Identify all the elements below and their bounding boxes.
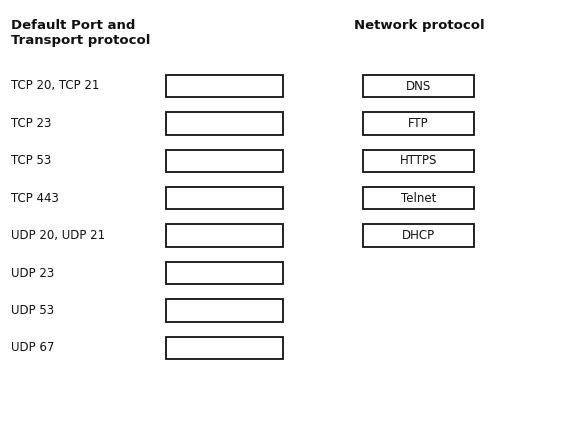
Bar	[363, 187, 474, 209]
Bar	[166, 262, 283, 284]
Bar	[166, 112, 283, 135]
Text: UDP 20, UDP 21: UDP 20, UDP 21	[11, 229, 106, 242]
Text: Default Port and
Transport protocol: Default Port and Transport protocol	[11, 19, 151, 47]
Text: TCP 443: TCP 443	[11, 192, 59, 205]
Text: DHCP: DHCP	[401, 229, 435, 242]
Text: Network protocol: Network protocol	[355, 19, 485, 32]
Bar	[363, 112, 474, 135]
Bar	[166, 150, 283, 172]
Bar	[363, 75, 474, 97]
Bar	[363, 150, 474, 172]
Text: FTP: FTP	[408, 117, 429, 130]
Text: TCP 20, TCP 21: TCP 20, TCP 21	[11, 80, 100, 92]
Text: TCP 23: TCP 23	[11, 117, 52, 130]
Text: DNS: DNS	[405, 80, 431, 92]
Text: UDP 23: UDP 23	[11, 267, 55, 280]
Text: TCP 53: TCP 53	[11, 154, 51, 167]
Text: UDP 67: UDP 67	[11, 341, 55, 354]
Text: HTTPS: HTTPS	[400, 154, 437, 167]
Text: UDP 53: UDP 53	[11, 304, 55, 317]
Bar	[363, 224, 474, 247]
Text: Telnet: Telnet	[401, 192, 436, 205]
Bar	[166, 299, 283, 322]
Bar	[166, 224, 283, 247]
Bar	[166, 75, 283, 97]
Bar	[166, 337, 283, 359]
Bar	[166, 187, 283, 209]
